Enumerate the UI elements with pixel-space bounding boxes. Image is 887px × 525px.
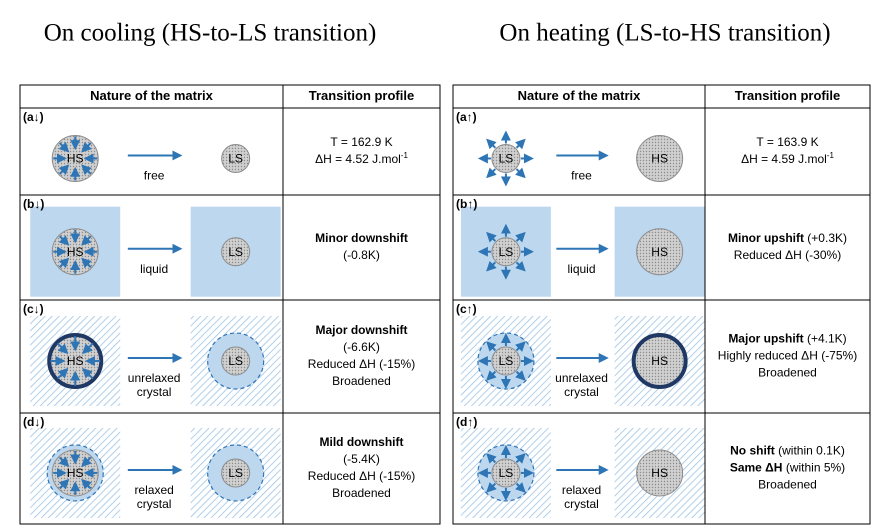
profile-text: (-5.4K) <box>343 452 380 466</box>
profile-text: (+4.1K) <box>804 332 847 346</box>
profile-text: Broadened <box>332 486 391 500</box>
column-header: Transition profile <box>735 88 840 103</box>
spin-state-label: LS <box>499 354 514 368</box>
spin-state-label: HS <box>67 466 84 480</box>
transition-profile-line: Broadened <box>332 486 391 500</box>
profile-text: ΔH = 4.52 J.mol <box>315 152 401 166</box>
profile-text: T = 163.9 K <box>756 135 818 149</box>
spin-state-label: HS <box>67 152 84 166</box>
figure: On cooling (HS-to-LS transition) Nature o… <box>0 0 887 525</box>
transition-profile-line: No shift (within 0.1K) <box>730 444 845 458</box>
transition-profile-line: (-5.4K) <box>343 452 380 466</box>
profile-text: T = 162.9 K <box>330 135 392 149</box>
matrix-label: free <box>571 169 592 183</box>
column-header: Nature of the matrix <box>90 88 214 103</box>
strain-arrow <box>488 169 496 177</box>
matrix-label: unrelaxed <box>555 371 608 385</box>
transition-profile-line: Major upshift (+4.1K) <box>728 332 846 346</box>
profile-text: (-6.6K) <box>343 340 380 354</box>
panel-title: On heating (LS-to-HS transition) <box>499 20 830 47</box>
profile-text: Broadened <box>758 478 817 492</box>
row-tag: (d↓) <box>23 415 44 429</box>
row-tag: (d↑) <box>456 415 477 429</box>
spin-state-label: LS <box>499 466 514 480</box>
profile-text: (within 0.1K) <box>775 444 845 458</box>
profile-text: (-0.8K) <box>343 248 380 262</box>
spin-state-label: HS <box>651 466 668 480</box>
spin-state-label: LS <box>499 152 514 166</box>
transition-profile-line: ΔH = 4.59 J.mol-1 <box>741 151 834 167</box>
spin-state-label: HS <box>651 152 668 166</box>
row-tag: (c↑) <box>456 302 477 316</box>
profile-text: ΔH = 4.59 J.mol <box>741 152 827 166</box>
matrix-label: crystal <box>137 497 172 511</box>
transition-profile-line: (-0.8K) <box>343 248 380 262</box>
transition-profile-line: T = 163.9 K <box>756 135 818 149</box>
column-header: Nature of the matrix <box>518 88 642 103</box>
spin-state-label: LS <box>228 466 243 480</box>
profile-text: No shift <box>730 444 775 458</box>
transition-profile-line: Same ΔH (within 5%) <box>730 461 845 475</box>
profile-text: Reduced ΔH (-15%) <box>308 469 415 483</box>
spin-state-label: HS <box>651 354 668 368</box>
transition-profile-line: Major downshift <box>316 323 408 337</box>
spin-state-label: LS <box>228 354 243 368</box>
spin-state-label: LS <box>228 152 243 166</box>
transition-profile-line: T = 162.9 K <box>330 135 392 149</box>
matrix-label: liquid <box>140 262 168 276</box>
spin-state-label: HS <box>67 245 84 259</box>
transition-profile-line: Mild downshift <box>320 435 404 449</box>
transition-profile-line: (-6.6K) <box>343 340 380 354</box>
strain-arrow <box>488 140 496 148</box>
matrix-label: crystal <box>564 385 599 399</box>
transition-profile-line: Broadened <box>332 374 391 388</box>
matrix-label: crystal <box>137 385 172 399</box>
strain-arrow <box>517 140 525 148</box>
matrix-label: relaxed <box>134 483 173 497</box>
transition-profile-line: Highly reduced ΔH (-75%) <box>718 349 857 363</box>
matrix-label: crystal <box>564 497 599 511</box>
spin-state-label: HS <box>651 245 668 259</box>
profile-text: Reduced ΔH (-15%) <box>308 357 415 371</box>
row-tag: (a↓) <box>23 110 44 124</box>
matrix-label: relaxed <box>562 483 601 497</box>
matrix-label: free <box>144 169 165 183</box>
profile-text: Highly reduced ΔH (-75%) <box>718 349 857 363</box>
row-tag: (a↑) <box>456 110 477 124</box>
spin-state-label: LS <box>499 245 514 259</box>
transition-profile-line: Reduced ΔH (-30%) <box>734 248 841 262</box>
transition-profile-line: Reduced ΔH (-15%) <box>308 357 415 371</box>
profile-text: Minor downshift <box>315 231 408 245</box>
transition-profile-line: ΔH = 4.52 J.mol-1 <box>315 151 408 167</box>
transition-profile-line: Minor upshift (+0.3K) <box>728 231 847 245</box>
transition-profile-line: Broadened <box>758 366 817 380</box>
profile-text: Broadened <box>758 366 817 380</box>
matrix-label: liquid <box>568 262 596 276</box>
profile-text: Minor upshift <box>728 231 804 245</box>
profile-text: (within 5%) <box>782 461 845 475</box>
transition-profile-line: Broadened <box>758 478 817 492</box>
spin-state-label: LS <box>228 245 243 259</box>
profile-text: Mild downshift <box>320 435 404 449</box>
profile-text: (+0.3K) <box>804 231 847 245</box>
profile-text: Same ΔH <box>730 461 783 475</box>
profile-text: Reduced ΔH (-30%) <box>734 248 841 262</box>
transition-profile-line: Reduced ΔH (-15%) <box>308 469 415 483</box>
transition-profile-line: Minor downshift <box>315 231 408 245</box>
strain-arrow <box>517 169 525 177</box>
profile-text: -1 <box>827 151 835 160</box>
row-tag: (c↓) <box>23 302 44 316</box>
matrix-label: unrelaxed <box>128 371 181 385</box>
profile-text: Major downshift <box>316 323 408 337</box>
profile-text: Broadened <box>332 374 391 388</box>
spin-state-label: HS <box>67 354 84 368</box>
row-tag: (b↓) <box>23 197 44 211</box>
profile-text: Major upshift <box>728 332 803 346</box>
profile-text: -1 <box>401 151 409 160</box>
row-tag: (b↑) <box>456 197 477 211</box>
column-header: Transition profile <box>309 88 414 103</box>
panel-title: On cooling (HS-to-LS transition) <box>44 20 377 47</box>
